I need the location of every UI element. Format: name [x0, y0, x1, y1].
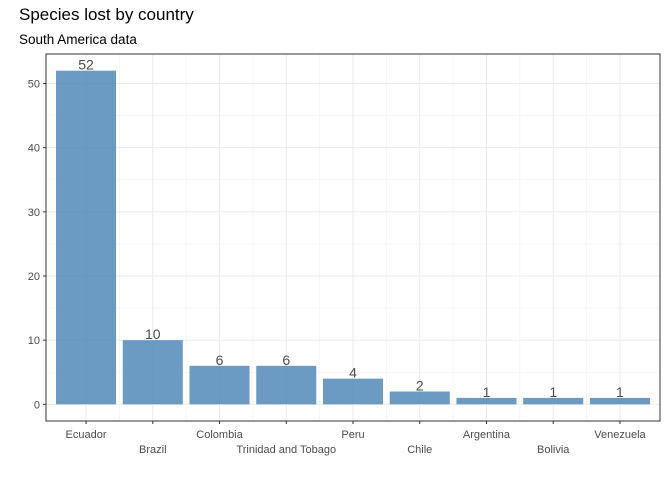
x-tick-label: Peru: [341, 429, 364, 441]
y-tick-label: 40: [28, 143, 40, 155]
y-tick-label: 10: [28, 335, 40, 347]
data-label: 1: [616, 384, 624, 400]
bar: [56, 70, 117, 405]
y-tick-label: 30: [28, 207, 40, 219]
y-tick-label: 50: [28, 79, 40, 91]
y-tick-label: 0: [34, 399, 40, 411]
x-tick-label: Bolivia: [537, 444, 570, 456]
bar: [256, 365, 317, 405]
chart-subtitle: South America data: [19, 32, 137, 47]
data-label: 52: [78, 57, 94, 73]
data-label: 4: [349, 365, 357, 381]
bar: [389, 391, 450, 405]
bar: [189, 365, 250, 405]
data-labels-group: 52 10 6 6 4 2 1 1 1: [78, 57, 624, 400]
x-tick-label: Venezuela: [594, 429, 646, 441]
y-tick-label: 20: [28, 271, 40, 283]
data-label: 1: [549, 384, 557, 400]
data-label: 1: [483, 384, 491, 400]
bars-group: [56, 70, 650, 405]
chart-title: Species lost by country: [19, 5, 194, 24]
x-tick-label: Trinidad and Tobago: [236, 444, 336, 456]
data-label: 2: [416, 377, 424, 393]
bar: [456, 397, 517, 405]
x-tick-label: Chile: [407, 444, 432, 456]
bar: [589, 397, 650, 405]
data-label: 6: [216, 352, 224, 368]
x-tick-label: Brazil: [139, 444, 167, 456]
data-label: 10: [145, 326, 161, 342]
x-axis: Ecuador Brazil Colombia Trinidad and Tobago…: [66, 421, 647, 456]
x-tick-label: Ecuador: [66, 429, 107, 441]
bar: [122, 340, 183, 405]
y-axis: 0 10 20 30 40 50: [28, 79, 46, 411]
x-tick-label: Colombia: [196, 429, 243, 441]
bar: [523, 397, 584, 405]
x-tick-label: Argentina: [463, 429, 511, 441]
data-label: 6: [282, 352, 290, 368]
bar: [322, 378, 384, 405]
minor-gridlines: [46, 54, 660, 421]
